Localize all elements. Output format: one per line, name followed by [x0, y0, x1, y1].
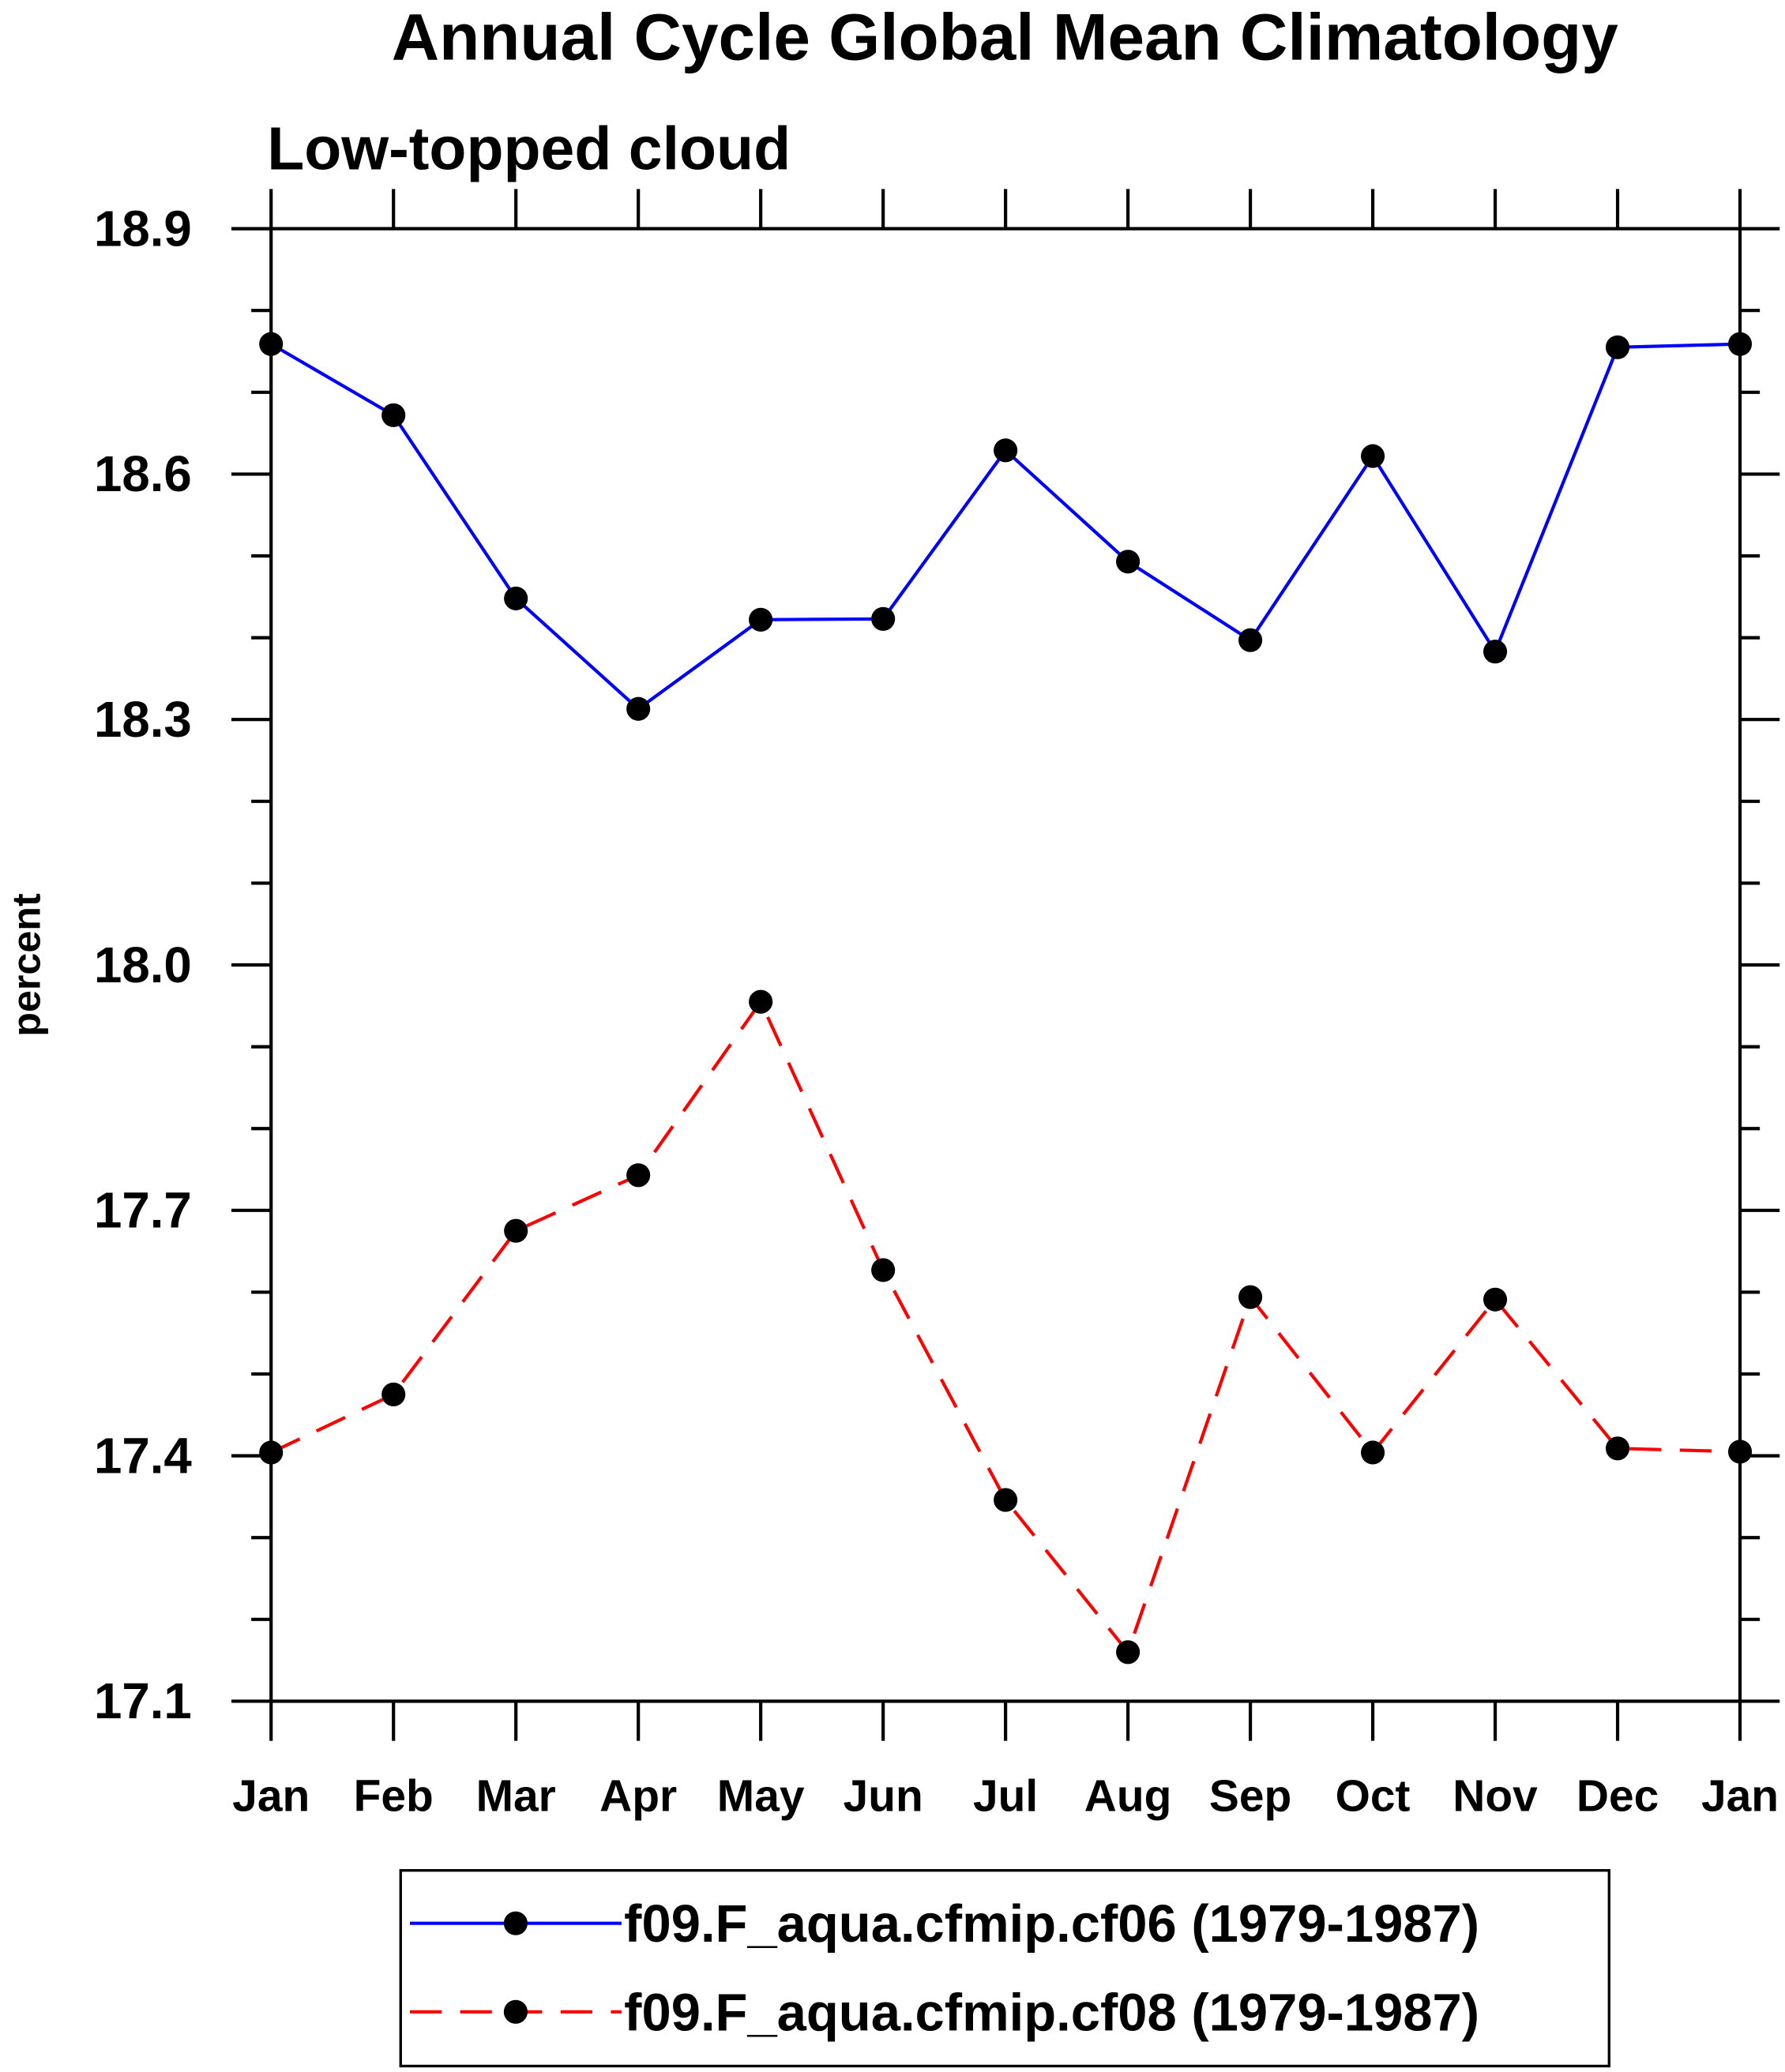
data-point: [259, 332, 284, 356]
data-point: [1605, 1436, 1630, 1461]
y-tick-label: 18.6: [94, 446, 192, 502]
series-line-1: [270, 998, 1741, 1656]
data-point: [259, 1440, 284, 1465]
x-tick-label: Jan: [1701, 1770, 1779, 1821]
chart-subtitle: Low-topped cloud: [267, 114, 791, 182]
data-point: [626, 696, 651, 721]
data-point: [1605, 335, 1630, 359]
x-tick-label: Mar: [476, 1770, 556, 1821]
data-point: [871, 1258, 896, 1282]
legend-marker-cf06: [503, 1911, 528, 1935]
y-tick-label: 18.9: [94, 201, 192, 257]
y-axis-label: percent: [4, 893, 48, 1037]
data-point: [871, 606, 896, 631]
data-point: [381, 1382, 406, 1406]
data-point: [381, 403, 406, 427]
x-tick-label: Nov: [1452, 1770, 1538, 1821]
x-tick-label: May: [717, 1770, 805, 1821]
x-tick-label: Oct: [1336, 1770, 1411, 1821]
y-tick-label: 18.0: [94, 937, 192, 993]
data-point: [1727, 1440, 1753, 1464]
x-tick-label: Feb: [354, 1770, 434, 1821]
legend-label-cf08: f09.F_aqua.cfmip.cf08 (1979-1987): [624, 1983, 1479, 2042]
data-point: [1361, 1440, 1385, 1465]
data-point: [504, 1218, 528, 1243]
data-point: [994, 438, 1018, 463]
data-point: [1361, 444, 1385, 468]
x-tick-label: Sep: [1209, 1770, 1291, 1821]
x-tick-label: Apr: [599, 1770, 677, 1821]
data-point: [504, 586, 528, 610]
y-tick-label: 17.4: [94, 1428, 192, 1484]
x-tick-label: Aug: [1084, 1770, 1172, 1821]
data-point: [749, 989, 773, 1014]
y-tick-label: 18.3: [94, 692, 192, 748]
x-tick-label: Dec: [1576, 1770, 1659, 1821]
data-point: [1238, 1285, 1263, 1309]
legend-label-cf06: f09.F_aqua.cfmip.cf06 (1979-1987): [624, 1894, 1479, 1954]
data-point: [1483, 1287, 1508, 1312]
x-tick-label: Jan: [232, 1770, 310, 1821]
chart-title: Annual Cycle Global Mean Climatology: [392, 0, 1619, 73]
data-point: [626, 1163, 651, 1188]
legend-box: [399, 1869, 1610, 2068]
data-point: [1483, 640, 1508, 664]
data-point: [994, 1488, 1018, 1512]
x-tick-label: Jun: [844, 1770, 923, 1821]
y-tick-label: 17.7: [94, 1183, 192, 1239]
data-point: [1238, 628, 1263, 652]
data-point: [1116, 1640, 1141, 1665]
data-point: [749, 607, 773, 632]
data-point: [1727, 332, 1753, 356]
y-tick-label: 17.1: [94, 1673, 192, 1729]
series-line-0: [270, 342, 1741, 711]
legend: f09.F_aqua.cfmip.cf06 (1979-1987) f09.F_…: [399, 1869, 1610, 2068]
data-point: [1116, 550, 1141, 574]
legend-marker-cf08: [503, 1999, 528, 2024]
x-tick-label: Jul: [973, 1770, 1038, 1821]
